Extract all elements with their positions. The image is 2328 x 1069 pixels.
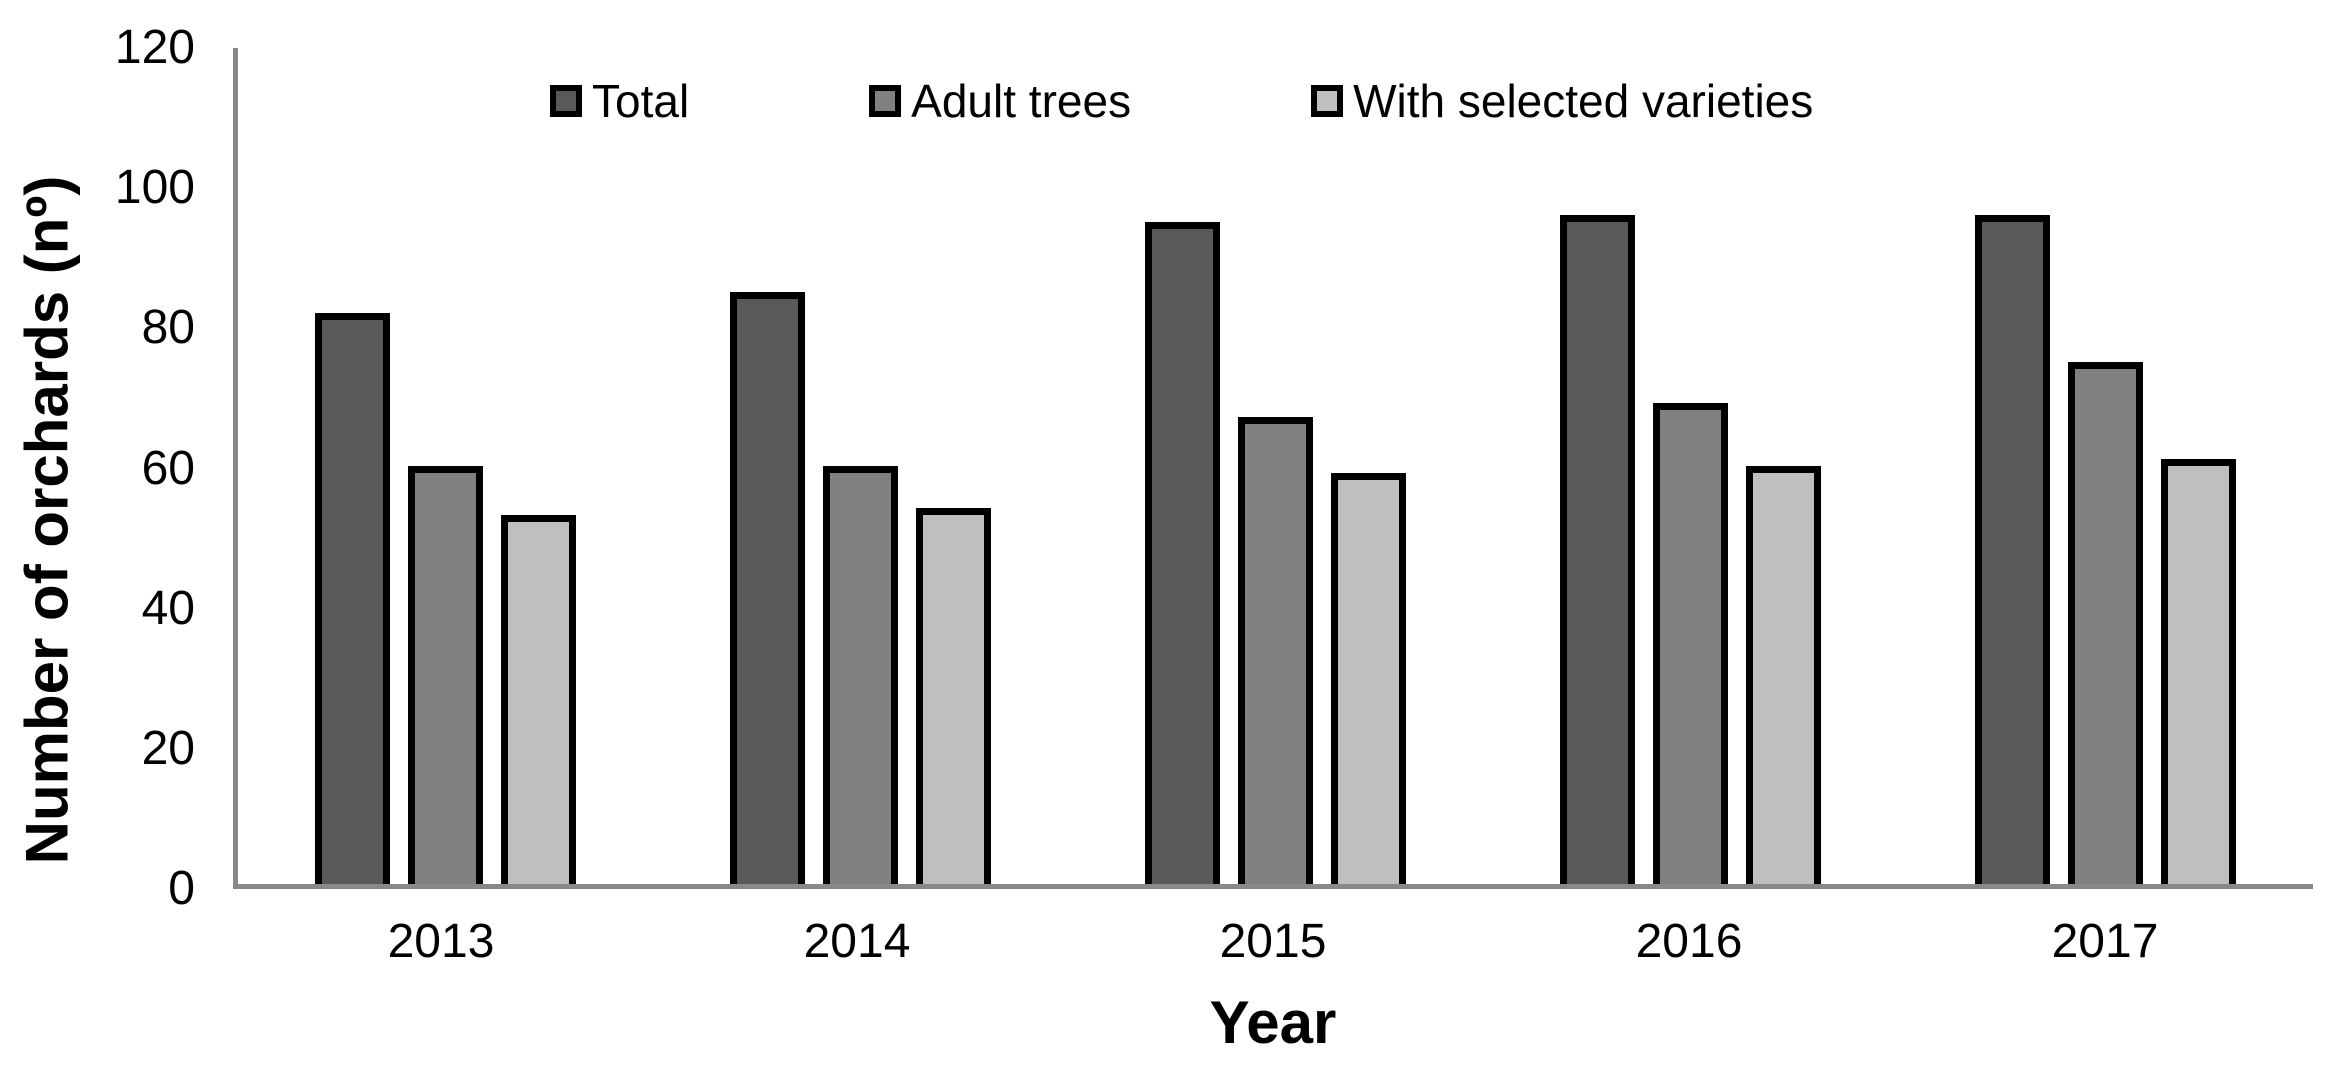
x-category-label-2016: 2016 bbox=[1635, 915, 1743, 968]
x-category-label-2017: 2017 bbox=[2051, 915, 2159, 968]
bar-group-2013 bbox=[238, 48, 653, 884]
bar-with-selected-varieties-2017 bbox=[2161, 459, 2236, 884]
bar-with-selected-varieties-2015 bbox=[1331, 472, 1406, 884]
bar-total-2017 bbox=[1975, 215, 2050, 884]
bar-adult-trees-2014 bbox=[823, 466, 898, 884]
bar-with-selected-varieties-2013 bbox=[501, 514, 576, 884]
x-category-label-2015: 2015 bbox=[1219, 915, 1327, 968]
y-tick-label-0: 0 bbox=[168, 862, 195, 915]
legend: Total Adult trees With selected varieties bbox=[550, 73, 1813, 129]
legend-item-adult-trees: Adult trees bbox=[869, 74, 1131, 128]
bar-groups bbox=[238, 48, 2313, 884]
legend-label: Adult trees bbox=[911, 75, 1132, 127]
bar-total-2016 bbox=[1560, 215, 1635, 884]
y-tick-label-40: 40 bbox=[141, 581, 195, 635]
legend-swatch-icon bbox=[869, 85, 902, 117]
legend-item-total: Total bbox=[550, 74, 689, 128]
bar-with-selected-varieties-2014 bbox=[916, 507, 991, 884]
bar-total-2014 bbox=[730, 291, 805, 884]
bar-group-2015 bbox=[1068, 48, 1483, 884]
legend-swatch-icon bbox=[550, 85, 582, 117]
bar-adult-trees-2017 bbox=[2068, 361, 2143, 884]
bar-group-2014 bbox=[653, 48, 1068, 884]
bar-adult-trees-2016 bbox=[1653, 403, 1728, 884]
y-tick-label-60: 60 bbox=[141, 441, 195, 495]
x-axis-title: Year bbox=[1209, 989, 1337, 1056]
bar-group-2017 bbox=[1898, 48, 2313, 884]
plot-area: Total Adult trees With selected varieties bbox=[233, 48, 2313, 889]
bar-group-2016 bbox=[1483, 48, 1898, 884]
bar-adult-trees-2013 bbox=[408, 466, 483, 884]
x-axis-labels: 2013 2014 2015 2016 2017 bbox=[233, 916, 2313, 968]
y-tick-label-120: 120 bbox=[114, 21, 195, 74]
legend-label: With selected varieties bbox=[1353, 75, 1814, 127]
legend-label: Total bbox=[592, 75, 690, 127]
bar-adult-trees-2015 bbox=[1238, 417, 1313, 884]
x-category-label-2013: 2013 bbox=[387, 915, 495, 968]
legend-item-with-selected-varieties: With selected varieties bbox=[1311, 74, 1813, 128]
bar-with-selected-varieties-2016 bbox=[1746, 466, 1821, 884]
legend-swatch-icon bbox=[1311, 85, 1344, 117]
y-tick-label-20: 20 bbox=[141, 721, 195, 775]
bar-total-2013 bbox=[315, 312, 390, 884]
x-category-label-2014: 2014 bbox=[803, 915, 911, 968]
y-tick-label-100: 100 bbox=[114, 161, 195, 215]
y-tick-label-80: 80 bbox=[141, 301, 195, 355]
bar-total-2015 bbox=[1145, 222, 1220, 884]
